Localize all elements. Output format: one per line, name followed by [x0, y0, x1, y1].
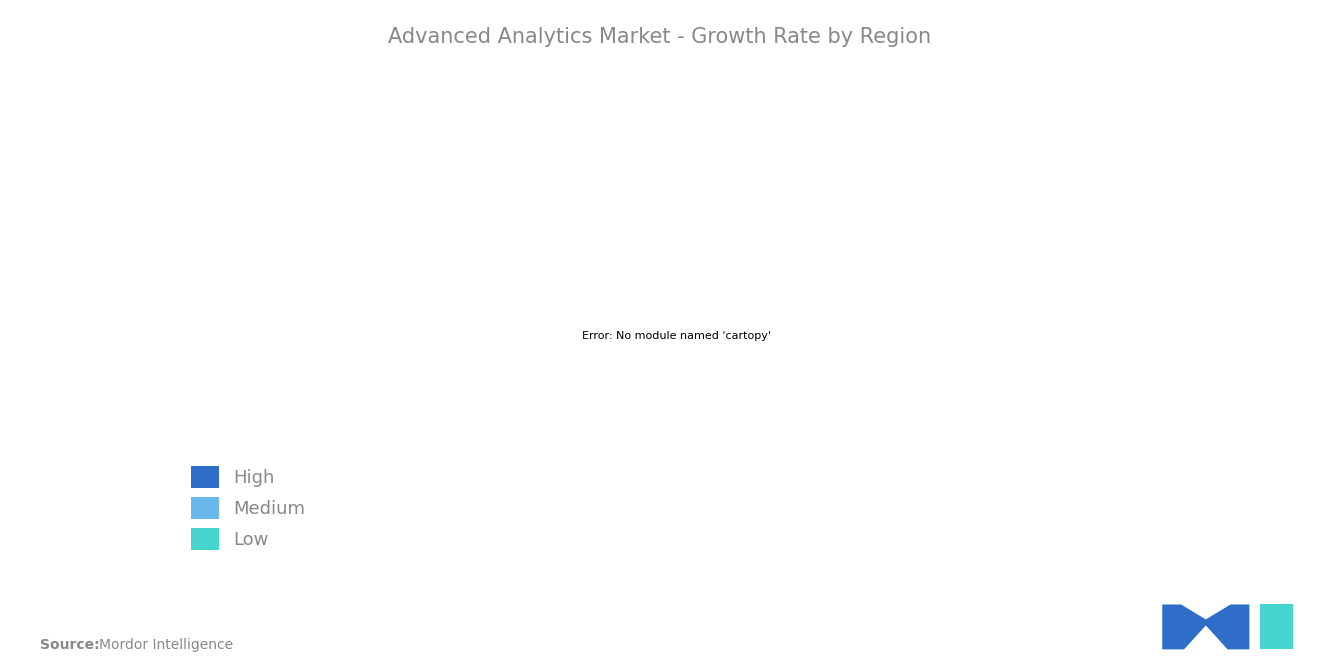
Text: Mordor Intelligence: Mordor Intelligence	[99, 638, 234, 652]
Text: Error: No module named 'cartopy': Error: No module named 'cartopy'	[582, 331, 771, 341]
Text: Source:: Source:	[40, 638, 99, 652]
Text: Advanced Analytics Market - Growth Rate by Region: Advanced Analytics Market - Growth Rate …	[388, 27, 932, 47]
Legend: High, Medium, Low: High, Medium, Low	[185, 459, 313, 557]
Polygon shape	[1259, 604, 1294, 649]
Polygon shape	[1162, 604, 1250, 649]
